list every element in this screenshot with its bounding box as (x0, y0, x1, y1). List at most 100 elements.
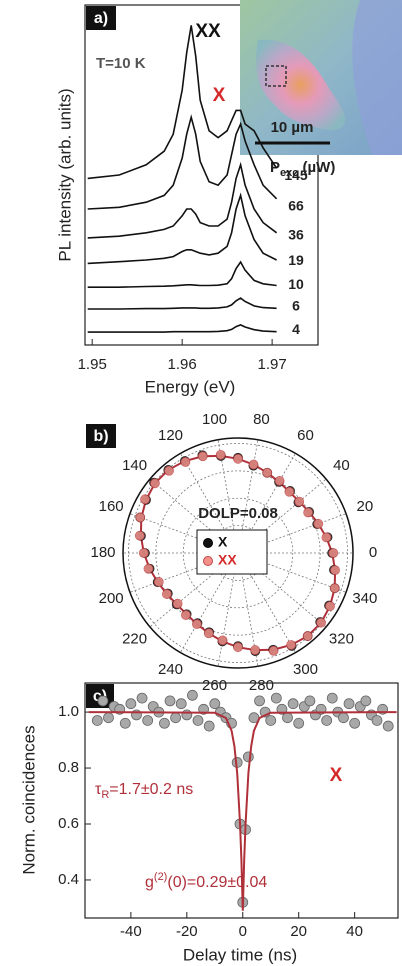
x-tick-label: 1.96 (168, 356, 197, 373)
spectrum-line (87, 114, 278, 210)
data-point (293, 717, 305, 729)
angle-label: 340 (352, 590, 377, 607)
legend-label: X (218, 534, 228, 550)
panel-label: a) (94, 10, 108, 27)
scale-label: 10 µm (271, 119, 314, 136)
angle-label: 260 (202, 677, 227, 694)
data-point (265, 715, 277, 726)
data-point (187, 689, 198, 701)
data-point (304, 695, 316, 707)
data-point (303, 507, 314, 518)
data-point (294, 496, 305, 507)
angular-grid (237, 513, 347, 554)
angle-label: 60 (297, 427, 314, 444)
data-point (233, 453, 243, 464)
data-point (134, 530, 145, 541)
data-point (181, 709, 193, 721)
angular-grid (129, 552, 239, 593)
spectrum-line (87, 192, 277, 265)
data-point (172, 598, 183, 609)
data-point (125, 698, 137, 710)
x-tick-label: 20 (290, 923, 307, 940)
angular-grid (149, 552, 239, 628)
data-point (316, 617, 326, 628)
legend-label: 36 (288, 227, 304, 243)
annotation: X (213, 85, 226, 106)
flake-edge (352, 0, 402, 155)
inset-image: 10 µm (240, 0, 402, 155)
data-point (325, 601, 335, 612)
legend-label: 6 (292, 298, 300, 314)
data-point (203, 628, 214, 639)
data-point (150, 478, 160, 489)
legend-title-main: P (270, 159, 280, 176)
angle-label: 280 (249, 677, 274, 694)
x-tick-label: 1.97 (258, 356, 287, 373)
data-point (262, 467, 273, 478)
angle-label: 140 (122, 457, 147, 474)
flake (256, 39, 345, 131)
angle-label: 300 (293, 661, 318, 678)
angle-label: 120 (158, 427, 183, 444)
angular-grid (237, 552, 347, 593)
angle-label: 20 (357, 498, 374, 515)
x-tick-label: -40 (120, 923, 142, 940)
panel-tag (86, 424, 116, 448)
legend-label: 19 (288, 252, 304, 268)
data-point (217, 635, 228, 646)
data-point (159, 717, 170, 729)
data-point (286, 640, 297, 650)
legend-marker (203, 538, 213, 548)
legend-label: XX (218, 552, 237, 568)
panel-c: c) X τR=1.7±0.2 ns g(2)(0)=0.29±0.04 Nor… (19, 682, 399, 964)
data-point (143, 563, 154, 574)
data-point (161, 589, 172, 599)
legend-label: 10 (288, 276, 304, 292)
data-point (250, 645, 261, 655)
data-point (203, 720, 215, 732)
radial-grid (155, 470, 321, 636)
angular-grid (180, 552, 239, 653)
angular-grid (217, 552, 239, 667)
data-point (302, 631, 313, 641)
data-point (138, 548, 149, 558)
angular-grid (237, 552, 327, 628)
plot-frame (84, 4, 319, 346)
x-tick-label: 40 (346, 923, 363, 940)
data-point (274, 476, 285, 486)
tau-label: τR=1.7±0.2 ns (95, 781, 193, 801)
angle-label: 100 (202, 411, 227, 428)
data-point (382, 720, 394, 732)
data-point (326, 692, 338, 704)
annotation: DOLP=0.08 (198, 505, 278, 522)
data-point (321, 715, 333, 726)
angular-grid (237, 552, 296, 653)
angle-label: 320 (329, 631, 354, 648)
data-point (349, 717, 361, 729)
spectrum-line (87, 161, 278, 239)
data-point (268, 645, 279, 656)
fit-line (88, 711, 397, 911)
data-point (180, 457, 191, 467)
tau-main: τ (95, 781, 102, 798)
legend-title-rest: (µW) (298, 159, 335, 176)
data-point (119, 717, 131, 729)
data-point (329, 583, 340, 594)
g2-main: g (145, 874, 154, 891)
spectrum-line (87, 297, 277, 310)
angular-grid (237, 453, 296, 554)
x-axis-label: Energy (eV) (145, 377, 236, 396)
g2-rest: (0)=0.29±0.04 (167, 874, 267, 891)
panel-a: 10 µm a) XX X T=10 K Pexc (µW) PL intens… (55, 0, 402, 396)
angle-label: 40 (333, 457, 350, 474)
data-point (254, 695, 265, 707)
x-tick-label: -20 (176, 923, 198, 940)
data-point (135, 512, 146, 523)
angle-label: 80 (253, 411, 270, 428)
angular-grid (217, 439, 239, 554)
data-point (321, 532, 332, 543)
legend-label: 145 (284, 167, 308, 183)
data-point (142, 715, 154, 726)
x-tick-label: 1.95 (78, 356, 107, 373)
